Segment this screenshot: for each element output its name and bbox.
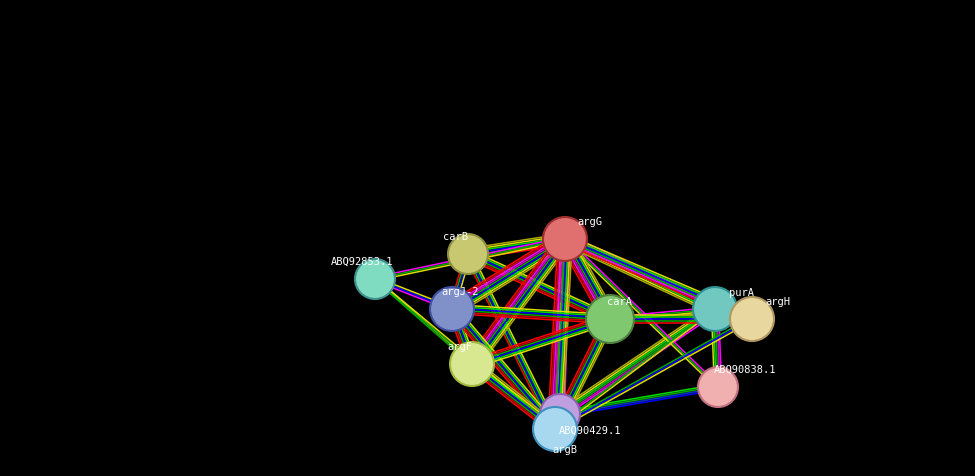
Text: ABQ90838.1: ABQ90838.1 bbox=[714, 364, 776, 374]
Circle shape bbox=[693, 288, 737, 331]
Text: argH: argH bbox=[765, 297, 791, 307]
Circle shape bbox=[355, 259, 395, 299]
Text: purA: purA bbox=[729, 288, 755, 298]
Text: carA: carA bbox=[607, 297, 633, 307]
Circle shape bbox=[540, 394, 580, 434]
Text: argF: argF bbox=[448, 341, 473, 351]
Text: ABQ92853.1: ABQ92853.1 bbox=[331, 257, 393, 267]
Circle shape bbox=[448, 235, 488, 275]
Text: argB: argB bbox=[553, 444, 577, 454]
Circle shape bbox=[586, 296, 634, 343]
Text: ABQ90429.1: ABQ90429.1 bbox=[559, 425, 621, 435]
Text: argG: argG bbox=[577, 217, 603, 227]
Circle shape bbox=[543, 218, 587, 261]
Circle shape bbox=[698, 367, 738, 407]
Text: argJ-2: argJ-2 bbox=[442, 287, 479, 297]
Circle shape bbox=[533, 407, 577, 451]
Circle shape bbox=[450, 342, 494, 386]
Circle shape bbox=[730, 298, 774, 341]
Text: carB: carB bbox=[443, 231, 467, 241]
Circle shape bbox=[430, 288, 474, 331]
